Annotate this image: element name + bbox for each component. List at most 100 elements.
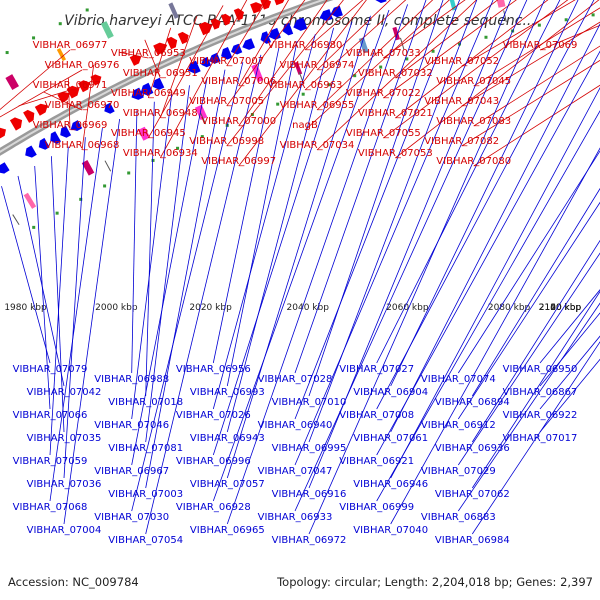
reverse-gene-label[interactable]: VIBHAR_07061 <box>353 433 428 444</box>
reverse-gene-label[interactable]: VIBHAR_06933 <box>258 512 333 523</box>
reverse-gene-label[interactable]: VIBHAR_06936 <box>435 443 510 454</box>
reverse-gene-label[interactable]: VIBHAR_06984 <box>435 535 510 546</box>
reverse-gene-label[interactable]: VIBHAR_06988 <box>94 374 169 385</box>
reverse-gene-label[interactable]: VIBHAR_07062 <box>435 489 510 500</box>
forward-gene-label[interactable]: nagB <box>292 120 318 131</box>
reverse-gene-label[interactable]: VIBHAR_06904 <box>353 387 428 398</box>
forward-gene-label[interactable]: VIBHAR_07006 <box>201 76 276 87</box>
reverse-gene-label[interactable]: VIBHAR_07079 <box>13 364 88 375</box>
reverse-gene-label[interactable]: VIBHAR_06995 <box>272 443 347 454</box>
reverse-gene-label[interactable]: VIBHAR_07028 <box>258 374 333 385</box>
reverse-gene-label[interactable]: VIBHAR_06894 <box>435 397 510 408</box>
forward-gene-label[interactable]: VIBHAR_06998 <box>189 136 264 147</box>
forward-gene-label[interactable]: VIBHAR_06948 <box>123 108 198 119</box>
reverse-gene-label[interactable]: VIBHAR_07010 <box>272 397 347 408</box>
reverse-gene-label[interactable]: VIBHAR_06967 <box>94 466 169 477</box>
leader-line <box>49 146 69 456</box>
reverse-gene-label[interactable]: VIBHAR_06867 <box>503 387 578 398</box>
forward-gene-label[interactable]: VIBHAR_07032 <box>358 68 433 79</box>
reverse-gene-label[interactable]: VIBHAR_07018 <box>108 397 183 408</box>
leader-line <box>461 59 600 147</box>
reverse-gene-label[interactable]: VIBHAR_07008 <box>339 410 414 421</box>
reverse-gene-label[interactable]: VIBHAR_07035 <box>27 433 102 444</box>
reverse-gene-label[interactable]: VIBHAR_06946 <box>353 479 428 490</box>
reverse-gene-label[interactable]: VIBHAR_07066 <box>13 410 88 421</box>
reverse-gene-label[interactable]: VIBHAR_06950 <box>503 364 578 375</box>
reverse-gene-label[interactable]: VIBHAR_06996 <box>176 456 251 467</box>
reverse-gene-label[interactable]: VIBHAR_07054 <box>108 535 183 546</box>
leader-line <box>308 0 545 535</box>
reverse-gene-label[interactable]: VIBHAR_07047 <box>258 466 333 477</box>
reverse-gene-label[interactable]: VIBHAR_07042 <box>27 387 102 398</box>
forward-gene-label[interactable]: VIBHAR_06953 <box>111 48 186 59</box>
reverse-gene-arrow <box>25 145 37 158</box>
forward-gene-label[interactable]: VIBHAR_07022 <box>346 88 421 99</box>
reverse-gene-label[interactable]: VIBHAR_06883 <box>421 512 496 523</box>
forward-gene-label[interactable]: VIBHAR_06949 <box>111 88 186 99</box>
reverse-gene-label[interactable]: VIBHAR_07017 <box>503 433 578 444</box>
forward-gene-label[interactable]: VIBHAR_07007 <box>189 56 264 67</box>
forward-gene-label[interactable]: VIBHAR_07055 <box>346 128 421 139</box>
forward-gene-label[interactable]: VIBHAR_07080 <box>436 156 511 167</box>
reverse-gene-label[interactable]: VIBHAR_07027 <box>339 364 414 375</box>
reverse-gene-label[interactable]: VIBHAR_07059 <box>13 456 88 467</box>
forward-gene-label[interactable]: VIBHAR_07000 <box>201 116 276 127</box>
reverse-gene-label[interactable]: VIBHAR_06965 <box>190 525 265 536</box>
reverse-gene-label[interactable]: VIBHAR_06922 <box>503 410 578 421</box>
reverse-gene-label[interactable]: VIBHAR_07057 <box>190 479 265 490</box>
forward-gene-label[interactable]: VIBHAR_06971 <box>33 80 108 91</box>
reverse-gene-label[interactable]: VIBHAR_07004 <box>27 525 102 536</box>
forward-gene-label[interactable]: VIBHAR_07045 <box>436 76 511 87</box>
forward-gene-label[interactable]: VIBHAR_06945 <box>111 128 186 139</box>
forward-gene-label[interactable]: VIBHAR_07083 <box>436 116 511 127</box>
reverse-gene-label[interactable]: VIBHAR_06943 <box>190 433 265 444</box>
forward-gene-label[interactable]: VIBHAR_06970 <box>45 100 120 111</box>
reverse-gene-label[interactable]: VIBHAR_07030 <box>94 512 169 523</box>
reverse-gene-label[interactable]: VIBHAR_06993 <box>190 387 265 398</box>
leader-line <box>471 239 600 443</box>
forward-gene-label[interactable]: VIBHAR_06977 <box>33 40 108 51</box>
leader-line <box>226 0 306 107</box>
forward-gene-label[interactable]: VIBHAR_07021 <box>358 108 433 119</box>
reverse-gene-label[interactable]: VIBHAR_07074 <box>421 374 496 385</box>
forward-gene-label[interactable]: VIBHAR_06951 <box>123 68 198 79</box>
forward-gene-label[interactable]: VIBHAR_06955 <box>280 100 355 111</box>
reverse-gene-label[interactable]: VIBHAR_07046 <box>94 420 169 431</box>
reverse-gene-label[interactable]: VIBHAR_06956 <box>176 364 251 375</box>
reverse-gene-label[interactable]: VIBHAR_06928 <box>176 502 251 513</box>
reverse-gene-label[interactable]: VIBHAR_06921 <box>339 456 414 467</box>
reverse-gene-label[interactable]: VIBHAR_06940 <box>258 420 333 431</box>
forward-gene-label[interactable]: VIBHAR_06997 <box>201 156 276 167</box>
reverse-gene-label[interactable]: VIBHAR_07040 <box>353 525 428 536</box>
forward-gene-label[interactable]: VIBHAR_06968 <box>45 140 120 151</box>
forward-gene-label[interactable]: VIBHAR_06976 <box>45 60 120 71</box>
forward-gene-label[interactable]: VIBHAR_06969 <box>33 120 108 131</box>
leader-line <box>18 89 71 107</box>
forward-gene-arrow <box>210 18 221 30</box>
reverse-gene-label[interactable]: VIBHAR_06916 <box>272 489 347 500</box>
reverse-gene-label[interactable]: VIBHAR_07003 <box>108 489 183 500</box>
reverse-gene-arrow <box>188 60 201 74</box>
forward-gene-label[interactable]: VIBHAR_06974 <box>280 60 355 71</box>
forward-gene-label[interactable]: VIBHAR_07034 <box>280 140 355 151</box>
reverse-gene-label[interactable]: VIBHAR_06972 <box>272 535 347 546</box>
forward-gene-label[interactable]: VIBHAR_07082 <box>424 136 499 147</box>
reverse-gene-label[interactable]: VIBHAR_06912 <box>421 420 496 431</box>
reverse-gene-label[interactable]: VIBHAR_07068 <box>13 502 88 513</box>
forward-gene-label[interactable]: VIBHAR_07033 <box>346 48 421 59</box>
forward-gene-label[interactable]: VIBHAR_07069 <box>503 40 578 51</box>
reverse-gene-label[interactable]: VIBHAR_07081 <box>108 443 183 454</box>
forward-gene-label[interactable]: VIBHAR_07053 <box>358 148 433 159</box>
reverse-gene-label[interactable]: VIBHAR_06999 <box>339 502 414 513</box>
forward-gene-label[interactable]: VIBHAR_06934 <box>123 148 198 159</box>
forward-gene-label[interactable]: VIBHAR_07043 <box>424 96 499 107</box>
forward-gene-label[interactable]: VIBHAR_07005 <box>189 96 264 107</box>
reverse-gene-label[interactable]: VIBHAR_07029 <box>421 466 496 477</box>
forward-gene-label[interactable]: VIBHAR_07052 <box>424 56 499 67</box>
reverse-gene-label[interactable]: VIBHAR_07026 <box>176 410 251 421</box>
forward-gene-label[interactable]: VIBHAR_06980 <box>268 40 343 51</box>
forward-gene-label[interactable]: VIBHAR_06963 <box>268 80 343 91</box>
reverse-gene-label[interactable]: VIBHAR_07036 <box>27 479 102 490</box>
leader-line <box>316 0 391 71</box>
gc-dot <box>79 197 83 201</box>
